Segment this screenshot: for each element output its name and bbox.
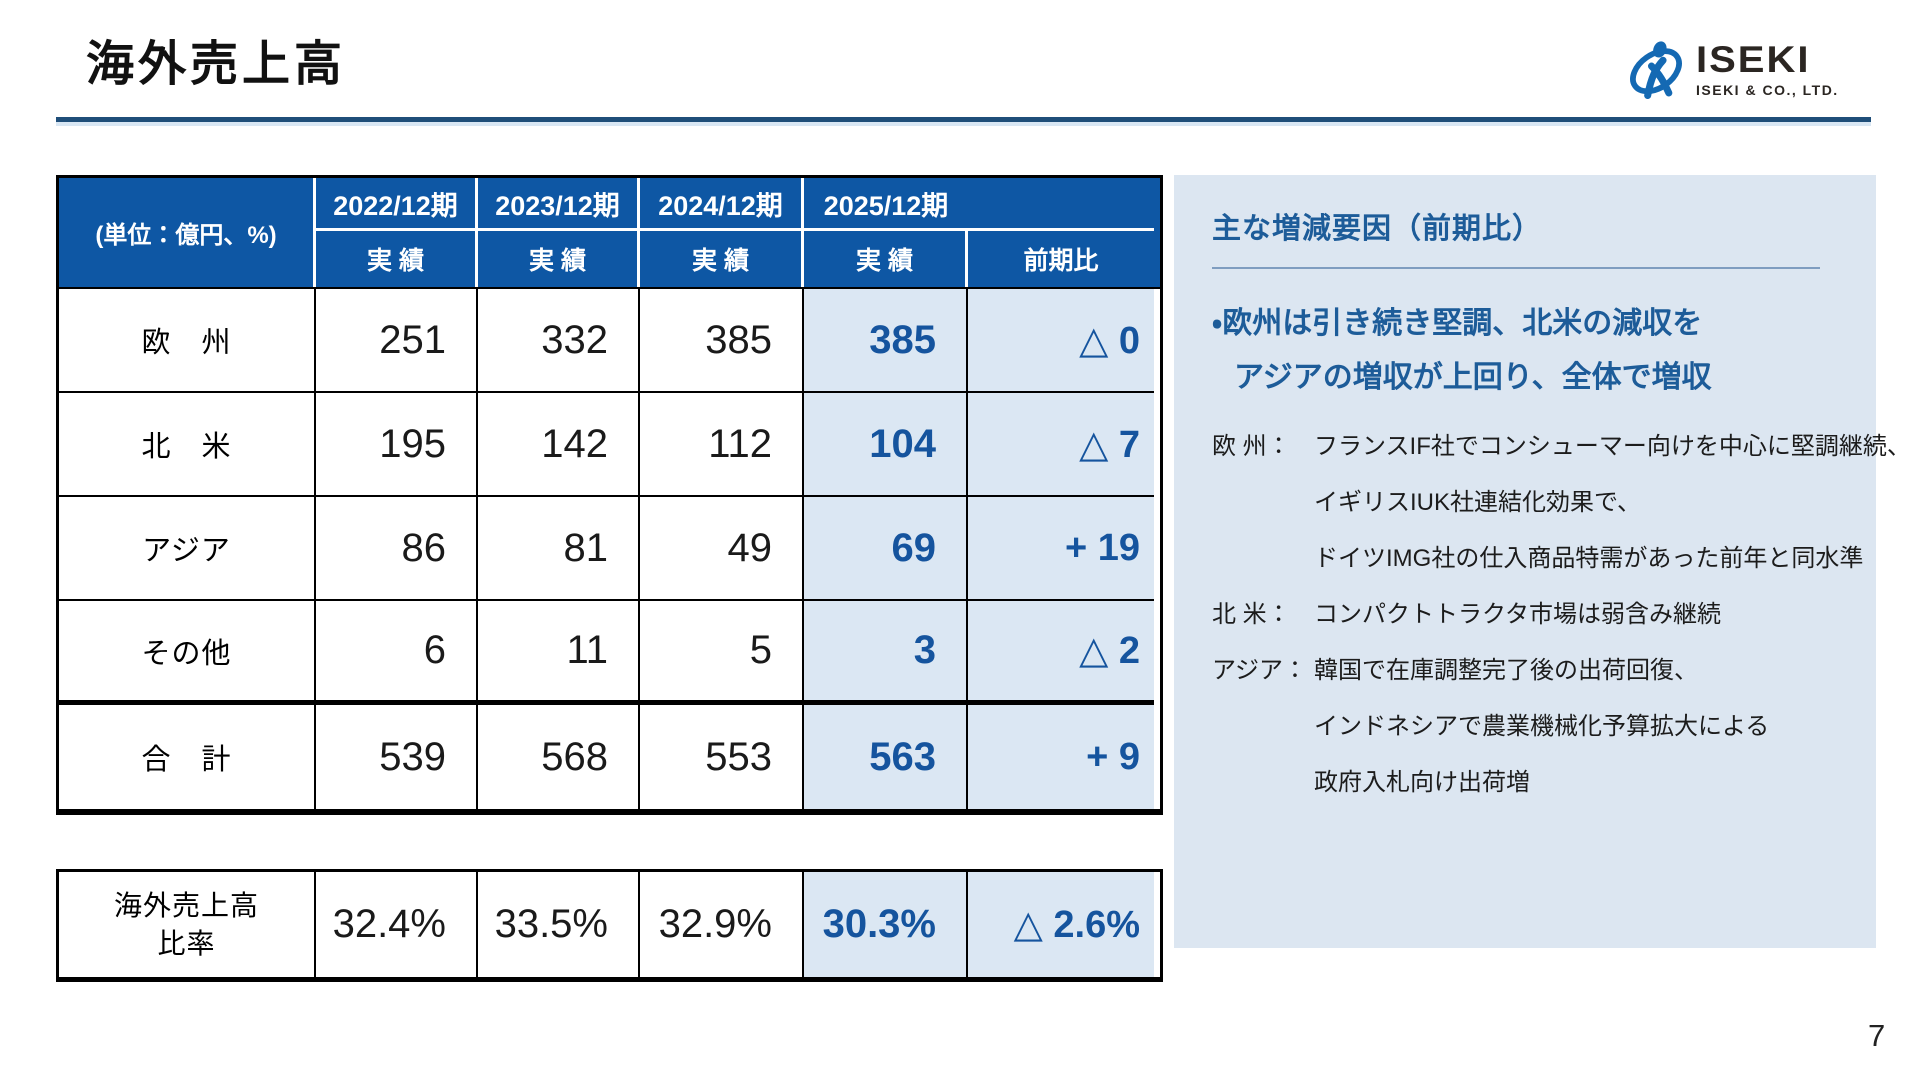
europe-2022: 251 xyxy=(316,289,478,393)
detail-line: ドイツIMG社の仕入商品特需があった前年と同水準 xyxy=(1314,545,1864,572)
row-label-north-america: 北 米 xyxy=(59,393,316,497)
actual-header-2022: 実 績 xyxy=(316,231,478,287)
year-header-2025: 2025/12期 xyxy=(804,178,1154,231)
asia-2025: 69 xyxy=(804,497,968,601)
panel-details: 欧 州： フランスIF社でコンシューマー向けを中心に堅調継続、 イギリスIUK社… xyxy=(1212,419,1911,811)
actual-header-2025: 実 績 xyxy=(804,231,968,287)
panel-heading: 主な増減要因（前期比） xyxy=(1212,213,1543,245)
detail-group-asia: アジア： 韓国で在庫調整完了後の出荷回復、 インドネシアで農業機械化予算拡大によ… xyxy=(1212,643,1856,811)
ratio-label-line2: 比率 xyxy=(157,927,216,959)
detail-line: イギリスIUK社連結化効果で、 xyxy=(1314,489,1642,516)
europe-2023: 332 xyxy=(478,289,640,393)
others-2022: 6 xyxy=(316,601,478,705)
europe-yoy: △ 0 xyxy=(968,289,1154,393)
logo-company-name: ISEKI & CO., LTD. xyxy=(1696,81,1839,98)
detail-region-europe: 欧 州： xyxy=(1212,433,1291,460)
year-header-2022: 2022/12期 xyxy=(316,178,478,231)
factors-panel: 主な増減要因（前期比） ・欧州は引き続き堅調、北米の減収を アジアの増収が上回り… xyxy=(1174,175,1911,948)
actual-header-2023: 実 績 xyxy=(478,231,640,287)
unit-label-cell: (単位：億円、%) xyxy=(59,178,316,287)
logo-text-block: ISEKI ISEKI & CO., LTD. xyxy=(1696,39,1839,98)
ratio-label-line1: 海外売上高 xyxy=(113,889,259,921)
asia-2022: 86 xyxy=(316,497,478,601)
actual-header-2024: 実 績 xyxy=(640,231,804,287)
detail-line: コンパクトトラクタ市場は弱含み継続 xyxy=(1314,601,1722,628)
asia-2023: 81 xyxy=(478,497,640,601)
total-2022: 539 xyxy=(316,705,478,809)
na-2022: 195 xyxy=(316,393,478,497)
panel-summary: ・欧州は引き続き堅調、北米の減収を アジアの増収が上回り、全体で増収 xyxy=(1212,297,1856,405)
na-2025: 104 xyxy=(804,393,968,497)
row-label-europe: 欧 州 xyxy=(59,289,316,393)
asia-2024: 49 xyxy=(640,497,804,601)
others-2024: 5 xyxy=(640,601,804,705)
europe-2024: 385 xyxy=(640,289,804,393)
year-header-2023: 2023/12期 xyxy=(478,178,640,231)
detail-group-europe: 欧 州： フランスIF社でコンシューマー向けを中心に堅調継続、 イギリスIUK社… xyxy=(1212,419,1911,587)
panel-summary-line1: ・欧州は引き続き堅調、北米の減収を xyxy=(1212,307,1703,340)
overseas-sales-table: (単位：億円、%) 2022/12期 2023/12期 2024/12期 202… xyxy=(56,175,1163,815)
ratio-yoy: △ 2.6% xyxy=(968,872,1154,977)
year-header-2024: 2024/12期 xyxy=(640,178,804,231)
others-yoy: △ 2 xyxy=(968,601,1154,705)
row-label-asia: アジア xyxy=(59,497,316,601)
detail-line: インドネシアで農業機械化予算拡大による xyxy=(1314,713,1770,740)
page-number: 7 xyxy=(1868,1018,1886,1053)
total-2025: 563 xyxy=(804,705,968,809)
logo-wordmark: ISEKI xyxy=(1696,39,1811,80)
page-title: 海外売上高 xyxy=(86,38,347,91)
total-yoy: + 9 xyxy=(968,705,1154,809)
panel-heading-underline xyxy=(1212,267,1820,269)
row-label-total: 合 計 xyxy=(59,705,316,809)
detail-region-north-america: 北 米： xyxy=(1212,601,1291,628)
others-2023: 11 xyxy=(478,601,640,705)
ratio-2025: 30.3% xyxy=(804,872,968,977)
asia-yoy: + 19 xyxy=(968,497,1154,601)
iseki-emblem-icon xyxy=(1630,41,1682,100)
yoy-header: 前期比 xyxy=(1023,247,1099,275)
others-2025: 3 xyxy=(804,601,968,705)
detail-line: 政府入札向け出荷増 xyxy=(1314,769,1530,796)
na-2023: 142 xyxy=(478,393,640,497)
na-2024: 112 xyxy=(640,393,804,497)
detail-group-north-america: 北 米： コンパクトトラクタ市場は弱含み継続 xyxy=(1212,587,1856,643)
total-2024: 553 xyxy=(640,705,804,809)
table-body: 欧 州 251 332 385 385 △ 0 北 米 195 142 112 … xyxy=(59,287,1160,809)
ratio-2024: 32.9% xyxy=(640,872,804,977)
ratio-row: 海外売上高 比率 32.4% 33.5% 32.9% 30.3% △ 2.6% xyxy=(59,872,1160,977)
title-divider xyxy=(56,117,1871,122)
ratio-2022: 32.4% xyxy=(316,872,478,977)
ratio-2023: 33.5% xyxy=(478,872,640,977)
year-header-2025-label: 2025/12期 xyxy=(823,190,949,221)
ratio-label: 海外売上高 比率 xyxy=(59,872,316,977)
total-2023: 568 xyxy=(478,705,640,809)
overseas-sales-ratio-table: 海外売上高 比率 32.4% 33.5% 32.9% 30.3% △ 2.6% xyxy=(56,869,1163,982)
company-logo: ISEKI ISEKI & CO., LTD. xyxy=(1624,36,1839,100)
detail-line: フランスIF社でコンシューマー向けを中心に堅調継続、 xyxy=(1314,433,1911,460)
detail-region-asia: アジア： xyxy=(1212,657,1308,684)
detail-line: 韓国で在庫調整完了後の出荷回復、 xyxy=(1314,657,1698,684)
na-yoy: △ 7 xyxy=(968,393,1154,497)
table-header: (単位：億円、%) 2022/12期 2023/12期 2024/12期 202… xyxy=(59,178,1160,287)
row-label-others: その他 xyxy=(59,601,316,705)
panel-summary-line2: アジアの増収が上回り、全体で増収 xyxy=(1234,361,1712,394)
europe-2025: 385 xyxy=(804,289,968,393)
